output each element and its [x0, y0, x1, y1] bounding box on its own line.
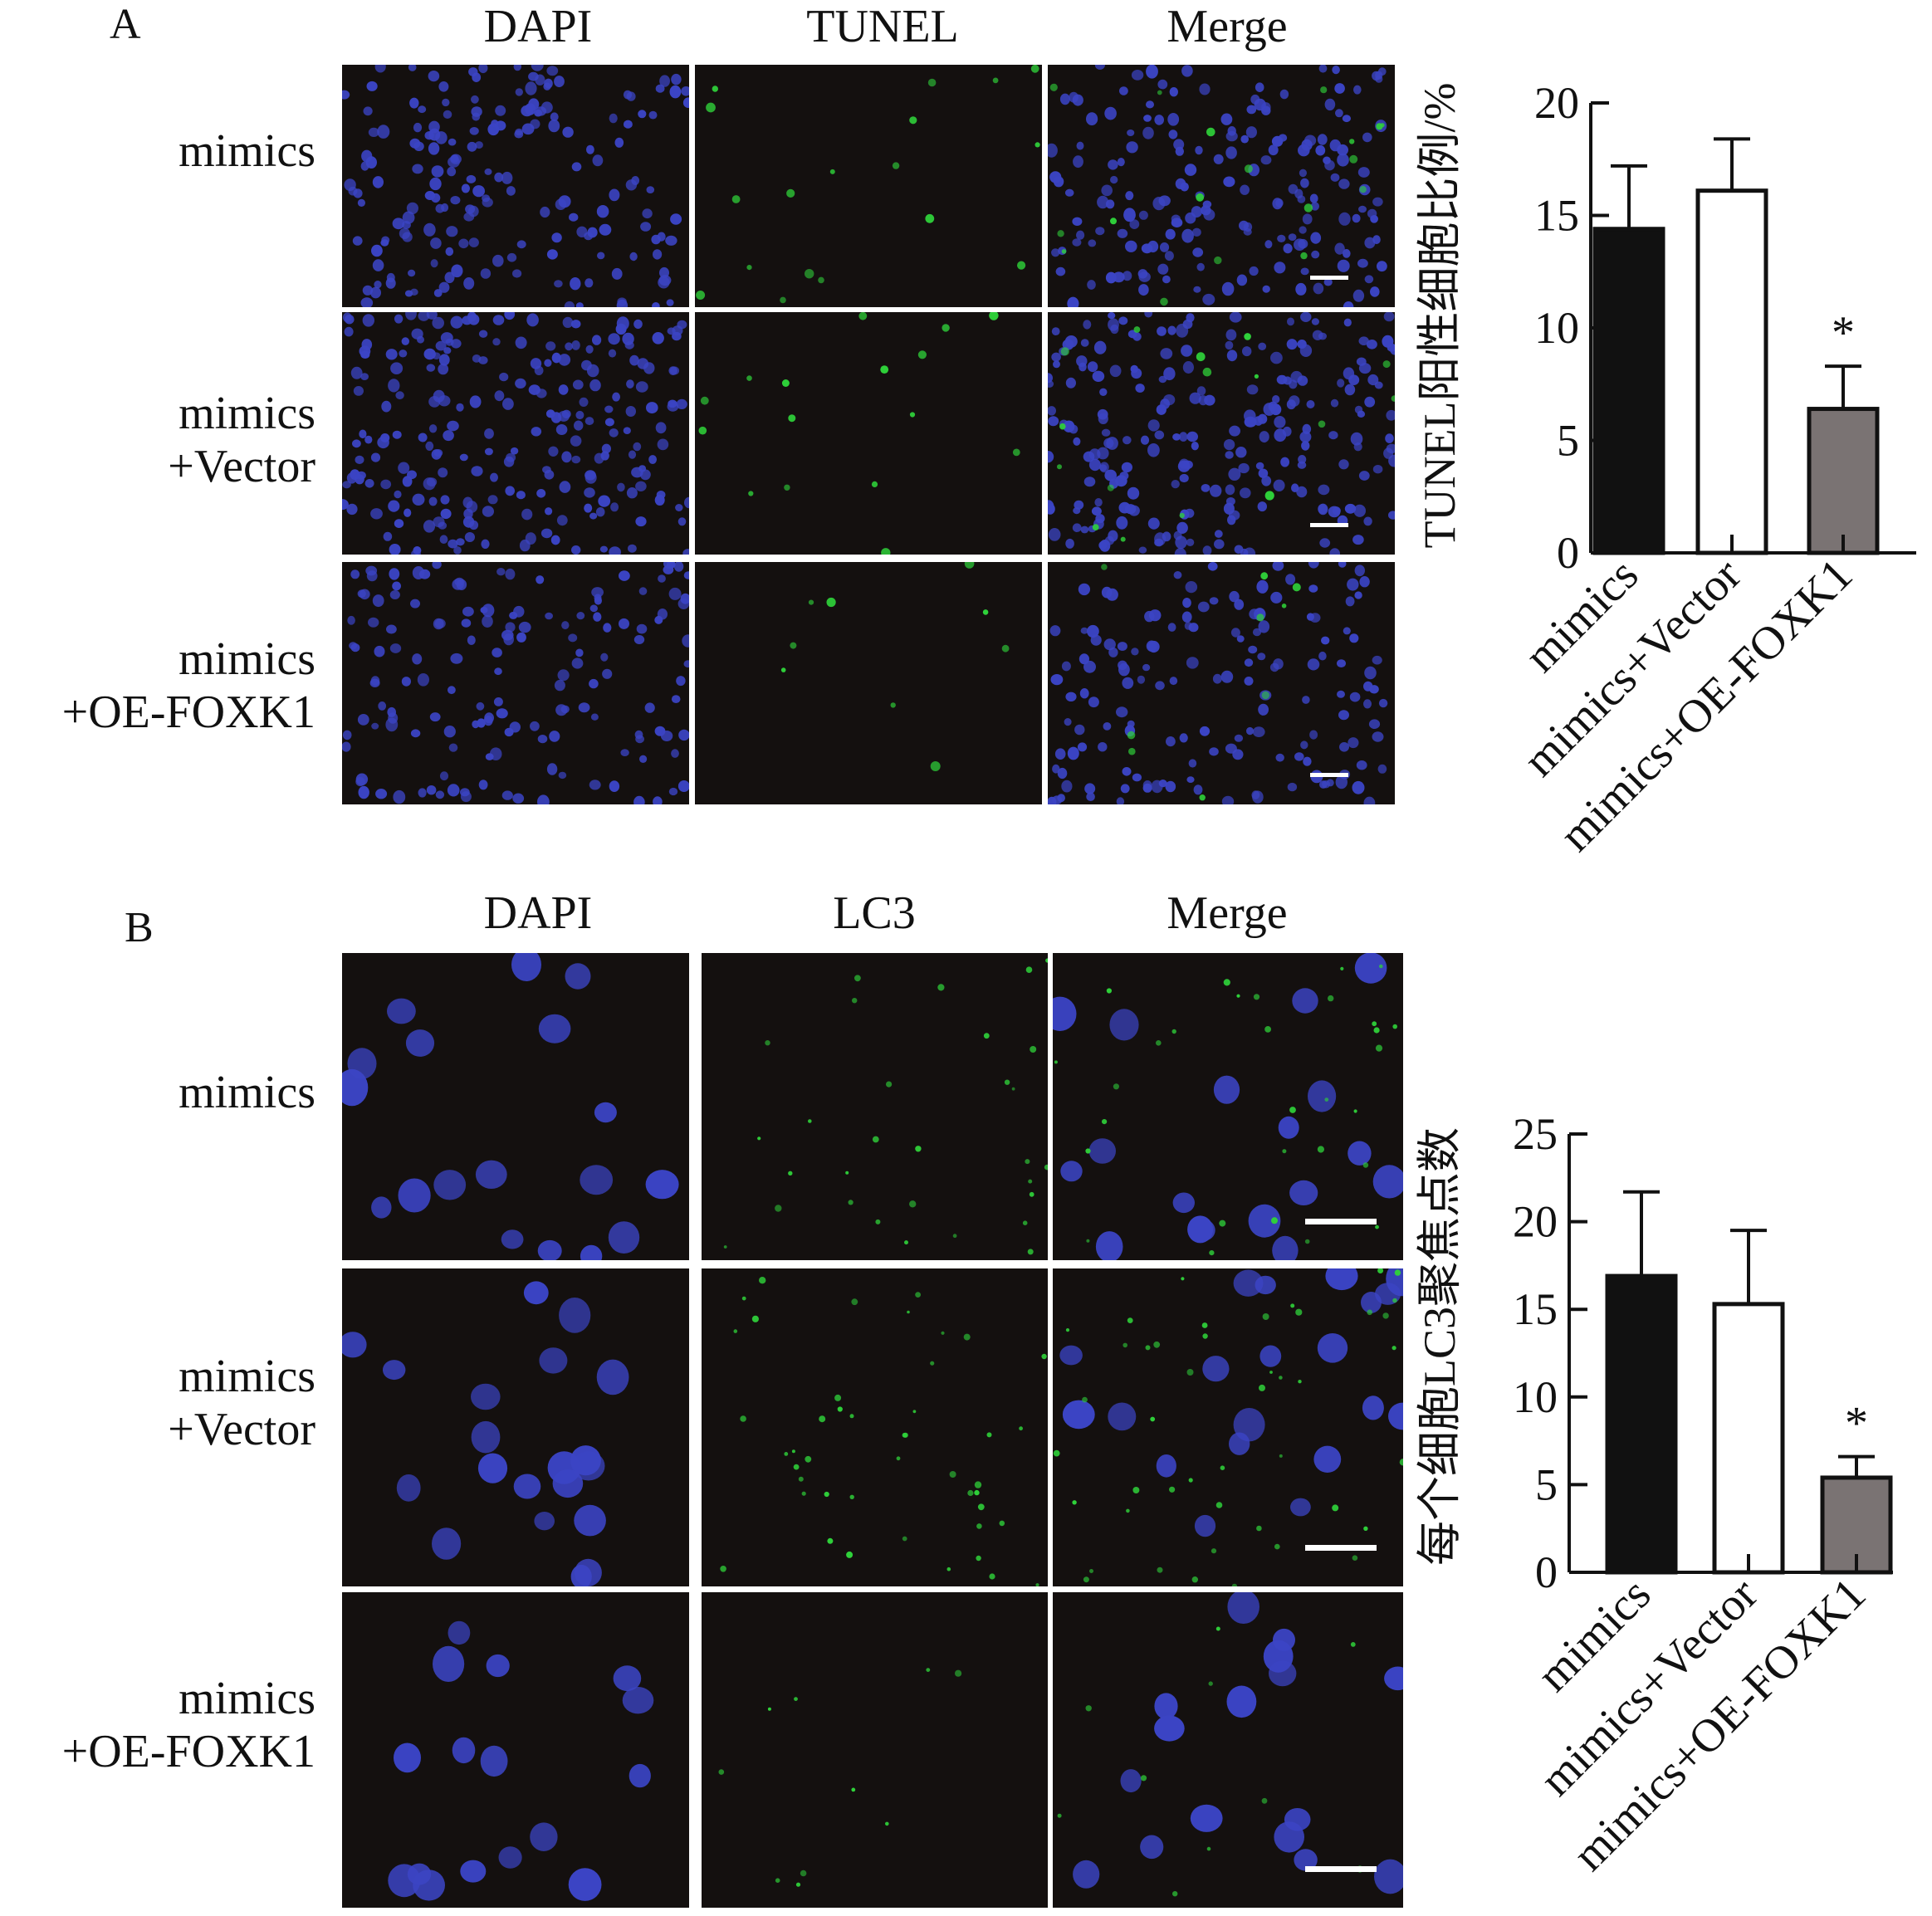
y-tick-label: 20	[1513, 1197, 1558, 1247]
bar-1	[1592, 227, 1665, 555]
panel-b-image-r1-c2	[702, 953, 1048, 1260]
signal-dots	[1101, 564, 1301, 801]
y-tick-label: 5	[1535, 1459, 1558, 1509]
panel-b-col-lc3: LC3	[833, 887, 916, 939]
panel-a-row-label-1: mimics	[179, 125, 315, 177]
scale-bar	[1310, 773, 1348, 777]
nuclei-dots	[1059, 1268, 1403, 1537]
panel-b-image-r3-c1	[342, 1592, 689, 1908]
nuclei-dots	[1053, 953, 1403, 1260]
nuclei-dots	[1048, 65, 1387, 307]
bar-1	[1605, 1273, 1678, 1575]
panel-a-image-r1-c3	[1048, 65, 1395, 307]
panel-a-row-label-3: mimics +OE-FOXK1	[61, 633, 315, 738]
panel-a-image-r1-c1	[342, 65, 689, 307]
panel-b-image-r2-c1	[342, 1268, 689, 1586]
scale-bar	[1305, 1219, 1377, 1224]
bar-2	[1695, 188, 1768, 555]
nuclei-dots	[1073, 1592, 1403, 1894]
signal-dots	[1049, 83, 1385, 306]
signal-dots	[1054, 964, 1397, 1256]
panel-b-row-label-2: mimics +Vector	[168, 1351, 315, 1455]
panel-b-row-label-1: mimics	[179, 1067, 315, 1118]
lc3-bar-chart: 0510152025mimicsmimics+Vector*mimics+OE-…	[1415, 1109, 1893, 1881]
signal-dots	[718, 1668, 962, 1887]
panel-b-letter: B	[125, 904, 154, 951]
y-axis-label: TUNEL阳性细胞比例/%	[1415, 83, 1465, 549]
y-tick-label: 15	[1534, 191, 1579, 241]
signal-dots	[723, 958, 1048, 1255]
nuclei-dots	[1048, 562, 1388, 804]
y-tick-label: 5	[1557, 416, 1579, 466]
panel-a-col-merge: Merge	[1167, 1, 1288, 52]
signal-dots	[780, 562, 1010, 771]
panel-a-image-r3-c3	[1048, 562, 1395, 804]
panel-b-image-r2-c3	[1053, 1268, 1403, 1586]
y-tick-label: 0	[1557, 528, 1579, 578]
panel-a-image-r2-c2	[695, 312, 1042, 555]
signal-dots	[1053, 1268, 1403, 1586]
signal-dots	[720, 1277, 1047, 1586]
y-tick-label: 15	[1513, 1284, 1558, 1334]
panel-a-row-label-2: mimics +Vector	[168, 388, 315, 492]
signal-dots	[1057, 326, 1395, 542]
y-tick-label: 25	[1513, 1109, 1558, 1159]
tunel-bar-chart: 05101520mimicsmimics+Vector*mimics+OE-FO…	[1415, 78, 1916, 862]
panel-a-image-r1-c2	[695, 65, 1042, 307]
y-tick-label: 10	[1513, 1372, 1558, 1422]
nuclei-dots	[342, 312, 689, 555]
panel-a-image-r2-c3	[1048, 312, 1395, 555]
significance-marker-3: *	[1845, 1398, 1868, 1449]
nuclei-dots	[1048, 312, 1395, 555]
scale-bar	[1310, 276, 1348, 280]
scale-bar	[1310, 523, 1348, 527]
y-tick-label: 0	[1535, 1547, 1558, 1597]
panel-b-image-r3-c2	[702, 1592, 1048, 1908]
panel-a-image-r2-c1	[342, 312, 689, 555]
nuclei-dots	[342, 1281, 629, 1586]
panel-b-row-label-3: mimics +OE-FOXK1	[61, 1673, 315, 1777]
panel-b-image-r3-c3	[1053, 1592, 1403, 1908]
panel-a-col-dapi: DAPI	[483, 1, 593, 52]
bar-2	[1712, 1302, 1785, 1575]
nuclei-dots	[388, 1620, 654, 1901]
panel-a-image-r3-c2	[695, 562, 1042, 804]
panel-a-letter: A	[110, 1, 141, 48]
scale-bar	[1305, 1866, 1377, 1872]
panel-a-image-r3-c1	[342, 562, 689, 804]
bar-3	[1807, 407, 1880, 555]
nuclei-dots	[342, 65, 689, 307]
y-tick-label: 10	[1534, 303, 1579, 353]
scale-bar	[1305, 1545, 1377, 1551]
panel-a-col-tunel: TUNEL	[806, 1, 959, 52]
signal-dots	[698, 312, 1020, 555]
panel-b-col-merge: Merge	[1167, 887, 1288, 939]
y-axis-label: 每个细胞LC3聚焦点数	[1415, 1127, 1465, 1566]
significance-marker-3: *	[1832, 307, 1855, 359]
panel-b-image-r1-c1	[342, 953, 689, 1260]
panel-b-image-r1-c3	[1053, 953, 1403, 1260]
y-tick-label: 20	[1534, 78, 1579, 128]
nuclei-dots	[342, 953, 679, 1260]
panel-b-col-dapi: DAPI	[483, 887, 593, 939]
panel-b-image-r2-c2	[702, 1268, 1048, 1586]
nuclei-dots	[342, 562, 689, 804]
signal-dots	[1057, 1626, 1363, 1897]
signal-dots	[696, 65, 1040, 304]
